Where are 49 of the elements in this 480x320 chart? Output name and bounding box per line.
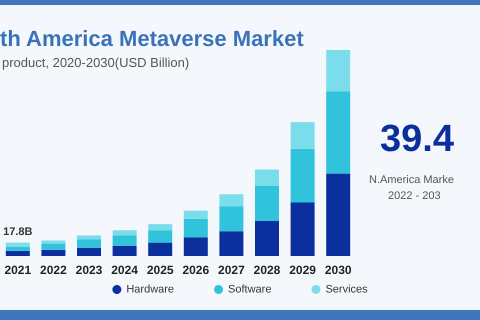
bar [184,218,208,238]
x-tick-label: 2022 [40,263,68,277]
x-tick-label: 2030 [324,263,352,277]
bar [184,237,208,256]
bar [77,248,101,256]
bar [77,235,101,240]
bar [112,235,137,246]
bar [41,244,66,250]
bar [148,224,172,230]
bar [255,186,279,221]
bar [290,122,315,149]
bar [255,220,279,256]
bar [148,242,172,256]
bar [184,210,208,219]
bar [255,169,279,186]
x-tick-label: 2026 [182,263,210,277]
bar [326,174,350,256]
x-tick-label: 2021 [4,263,32,277]
bar [219,194,244,207]
bar [6,242,30,247]
bar [148,230,172,243]
bar [112,246,137,256]
chart-subtitle: product, 2020-2030(USD Billion) [2,55,190,70]
x-tick-label: 2029 [289,263,316,277]
text: 2022 - 203 [388,190,441,202]
bar [290,148,315,202]
legend-label: Services [325,284,368,296]
legend-label: Hardware [126,284,174,296]
x-tick-label: 2028 [254,263,281,277]
legend-label: Software [228,284,272,296]
text: N.America Marke [369,174,454,186]
bar [41,240,66,244]
bar [326,50,350,92]
bar [219,206,244,232]
x-tick-label: 2027 [218,263,246,277]
x-tick-label: 2025 [146,263,174,277]
bar [6,246,30,251]
x-tick-label: 2023 [76,263,103,277]
text: 39.4 [380,118,454,161]
x-tick-label: 2024 [111,263,138,277]
annotation: 17.8B [3,226,33,238]
bar [219,231,244,256]
bar [6,250,30,256]
bar [326,91,350,174]
chart-title: th America Metaverse Market [0,26,304,52]
bar [290,202,315,256]
bar [77,240,101,248]
bar [41,250,66,256]
bar [112,230,137,236]
